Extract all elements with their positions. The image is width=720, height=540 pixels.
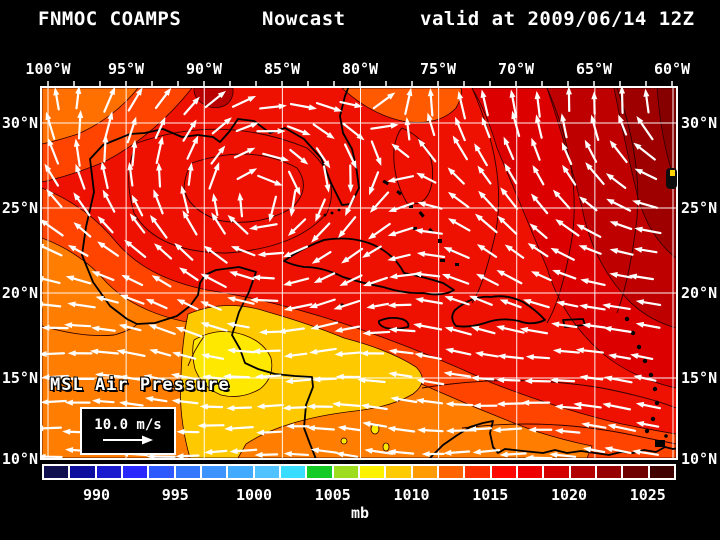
wind-scale-legend: 10.0 m/s xyxy=(80,407,176,455)
lon-label: 60°W xyxy=(653,60,691,78)
coastlines xyxy=(81,88,676,458)
wind-scale-label: 10.0 m/s xyxy=(94,416,162,433)
colorbar-cell xyxy=(649,466,674,478)
lat-label: 15°N xyxy=(1,369,38,387)
colorbar-cell xyxy=(201,466,227,478)
lat-label: 20°N xyxy=(1,284,38,302)
map-pin-icon xyxy=(666,168,677,189)
colorbar-tick-label: 1010 xyxy=(393,486,430,504)
pressure-field xyxy=(42,88,676,458)
colorbar-cell xyxy=(333,466,358,478)
valid-time: valid at 2009/06/14 12Z xyxy=(420,8,695,30)
colorbar-cell xyxy=(149,466,174,478)
lon-label: 100°W xyxy=(25,60,71,78)
colorbar-cell xyxy=(412,466,437,478)
lat-label: 25°N xyxy=(1,199,38,217)
colorbar-cell xyxy=(623,466,648,478)
colorbar-cell xyxy=(359,466,385,478)
lat-label: 20°N xyxy=(681,284,718,302)
colorbar-tick-label: 1025 xyxy=(629,486,666,504)
lat-label: 10°N xyxy=(1,450,38,468)
pressure-map-canvas xyxy=(40,86,678,460)
colorbar-unit-label: mb xyxy=(350,504,370,522)
lat-label: 30°N xyxy=(681,114,718,132)
lat-label: 15°N xyxy=(681,369,718,387)
colorbar-cell xyxy=(70,466,95,478)
colorbar-cell xyxy=(307,466,332,478)
lat-label: 25°N xyxy=(681,199,718,217)
wind-scale-arrow-icon xyxy=(103,435,153,444)
colorbar-tick-label: 990 xyxy=(82,486,111,504)
field-title: MSL Air Pressure xyxy=(50,375,230,395)
colorbar-cell xyxy=(517,466,543,478)
colorbar-cell xyxy=(228,466,253,478)
lon-label: 80°W xyxy=(341,60,379,78)
colorbar-cell xyxy=(175,466,200,478)
colorbar-cell xyxy=(570,466,595,478)
colorbar-cell xyxy=(596,466,622,478)
lon-label: 75°W xyxy=(419,60,457,78)
pressure-colorbar xyxy=(42,464,676,480)
colorbar-cell xyxy=(438,466,464,478)
top-tick-marks xyxy=(47,81,673,86)
lon-label: 85°W xyxy=(263,60,301,78)
island-specks xyxy=(323,179,668,447)
colorbar-tick-label: 995 xyxy=(161,486,189,504)
colorbar-cell xyxy=(491,466,516,478)
colorbar-tick-label: 1000 xyxy=(235,486,273,504)
colorbar-tick-label: 1005 xyxy=(314,486,351,504)
colorbar-cell xyxy=(96,466,121,478)
product-title: Nowcast xyxy=(262,8,346,30)
lon-label: 70°W xyxy=(497,60,535,78)
colorbar-cell xyxy=(44,466,69,478)
lat-label: 30°N xyxy=(1,114,38,132)
colorbar-cell xyxy=(122,466,148,478)
colorbar-cell xyxy=(544,466,569,478)
colorbar-cell xyxy=(280,466,306,478)
colorbar-cell xyxy=(254,466,279,478)
lon-label: 95°W xyxy=(107,60,145,78)
lat-label: 10°N xyxy=(681,450,718,468)
colorbar-cell xyxy=(386,466,411,478)
colorbar-tick-label: 1020 xyxy=(550,486,588,504)
colorbar-tick-label: 1015 xyxy=(472,486,509,504)
lon-label: 90°W xyxy=(185,60,223,78)
lon-label: 65°W xyxy=(575,60,613,78)
wind-vector-arrows xyxy=(42,88,662,458)
colorbar-cell xyxy=(465,466,490,478)
model-title: FNMOC COAMPS xyxy=(38,8,182,30)
